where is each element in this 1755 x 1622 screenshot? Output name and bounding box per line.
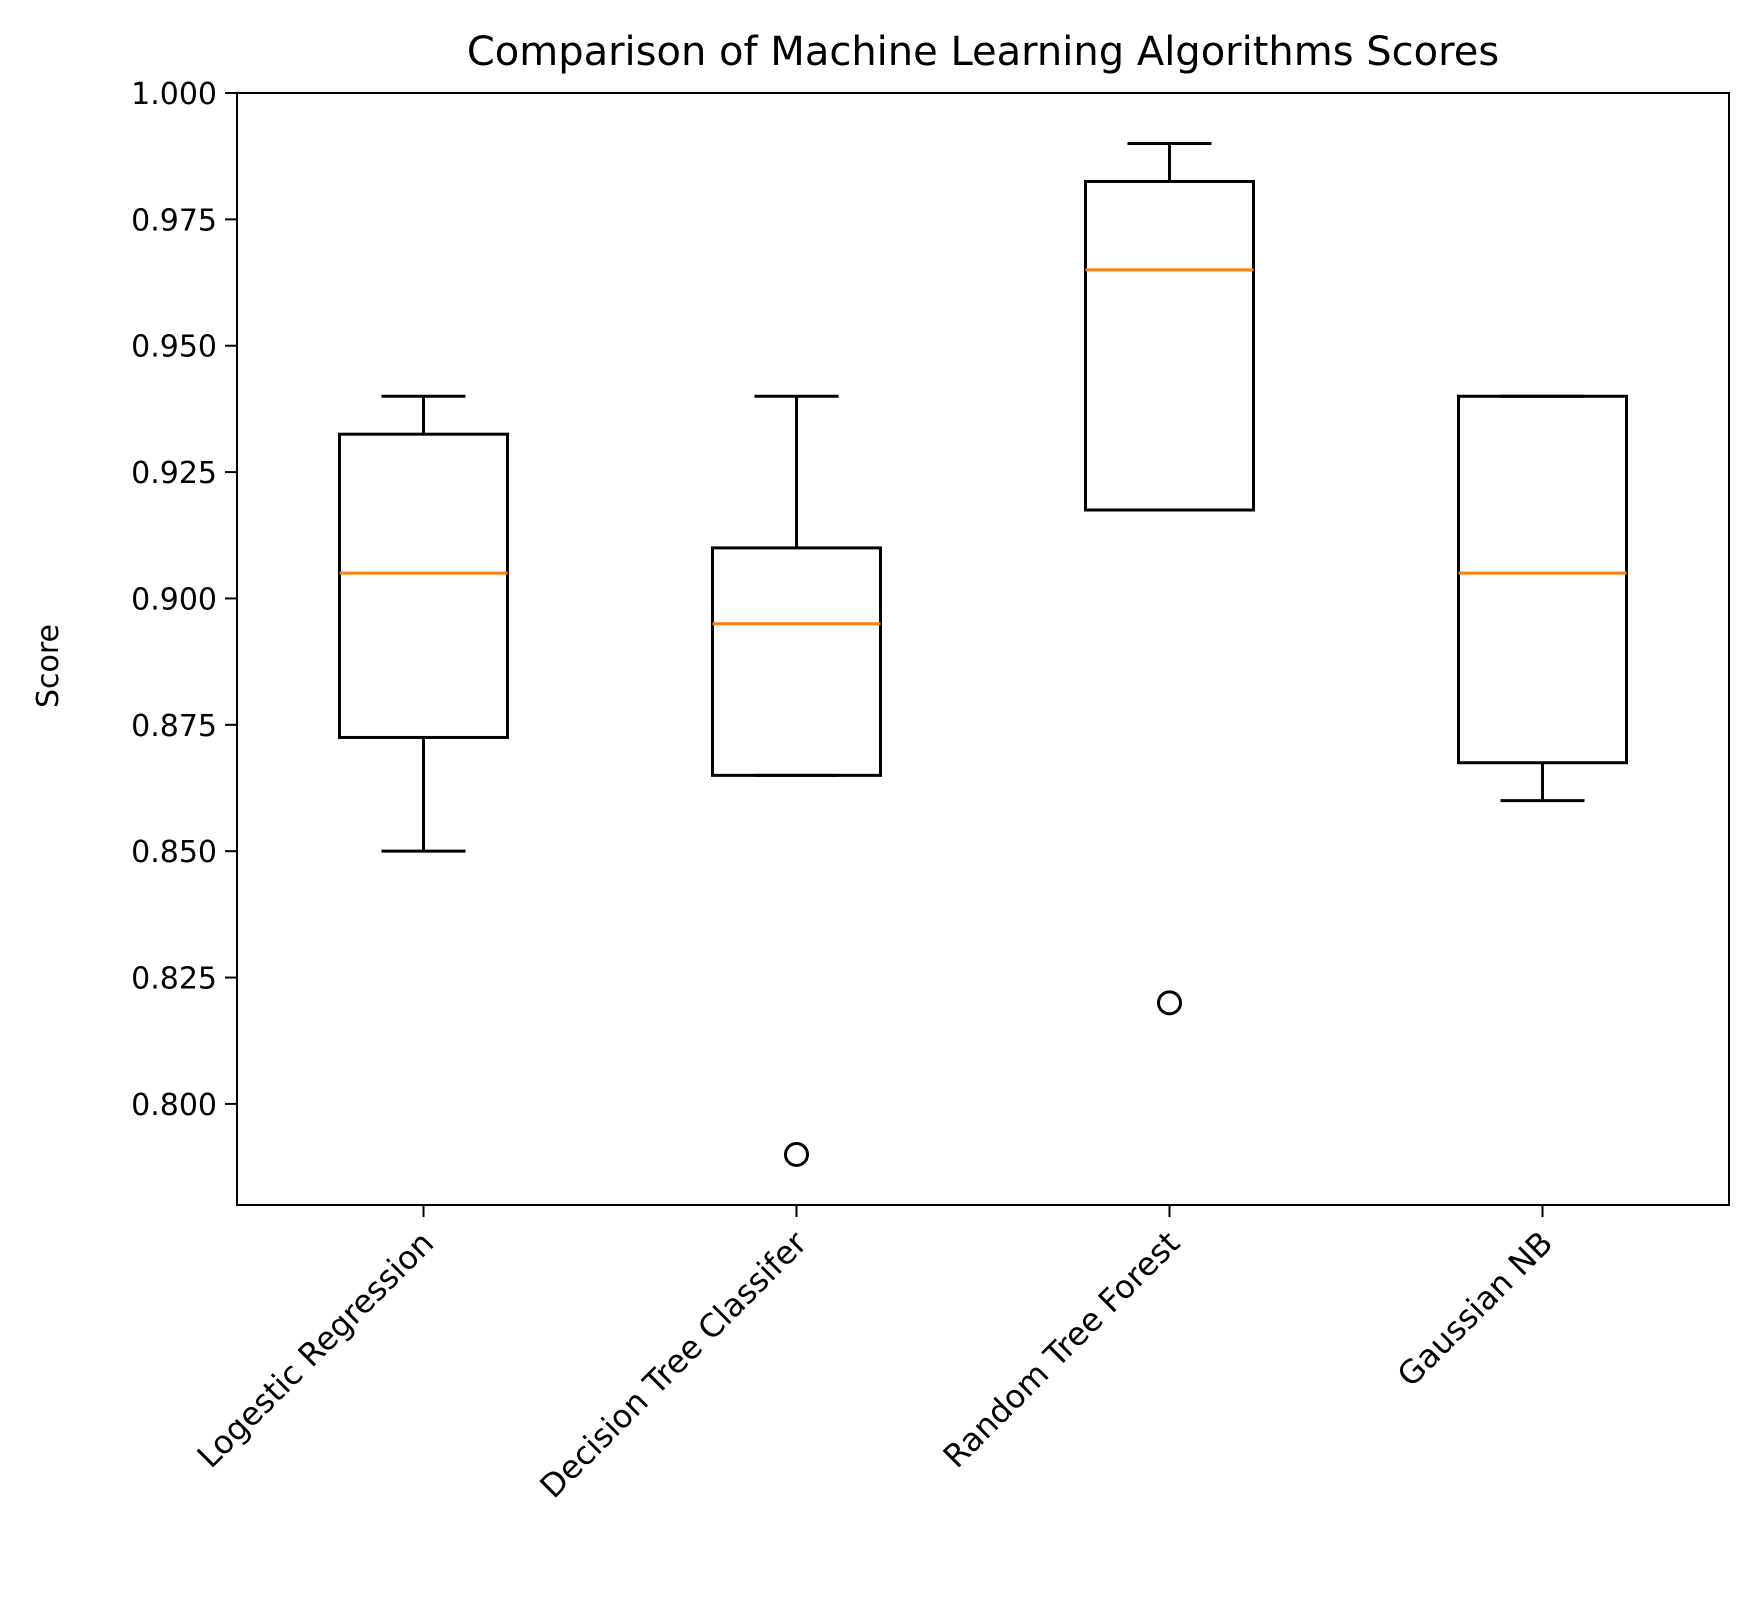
y-tick-label: 1.000 bbox=[131, 77, 217, 112]
box-group-3 bbox=[1084, 142, 1255, 1016]
outlier-point bbox=[784, 1141, 809, 1167]
plot-frame bbox=[236, 92, 1730, 1206]
y-tick-label: 0.825 bbox=[131, 962, 217, 997]
x-tick-label: Logestic Regression bbox=[190, 1224, 442, 1476]
box-iqr bbox=[338, 432, 509, 739]
box-group-2 bbox=[711, 394, 882, 1167]
y-tick-label: 0.800 bbox=[131, 1088, 217, 1123]
x-tick-label: Random Tree Forest bbox=[936, 1224, 1188, 1476]
box-iqr bbox=[1457, 394, 1628, 765]
axes: 0.800 0.825 0.850 0.875 0.900 0.925 0.950 0.975… bbox=[131, 77, 1560, 1506]
x-tick-label: Gaussian NB bbox=[1390, 1224, 1560, 1394]
plot-area bbox=[338, 142, 1628, 1167]
y-tick-label: 0.975 bbox=[131, 203, 217, 238]
y-tick-label: 0.850 bbox=[131, 835, 217, 870]
chart-title: Comparison of Machine Learning Algorithm… bbox=[467, 29, 1499, 75]
box-group-4 bbox=[1457, 394, 1628, 803]
x-tick-label: Decision Tree Classifer bbox=[532, 1223, 814, 1505]
y-axis-label: Score bbox=[31, 624, 66, 708]
y-tick-label: 0.875 bbox=[131, 709, 217, 744]
y-tick-label: 0.950 bbox=[131, 330, 217, 365]
y-tick-label: 0.900 bbox=[131, 582, 217, 617]
box-iqr bbox=[1084, 179, 1255, 512]
outlier-point bbox=[1157, 990, 1182, 1016]
y-tick-label: 0.925 bbox=[131, 456, 217, 491]
box-group-1 bbox=[338, 394, 509, 853]
box-iqr bbox=[711, 546, 882, 777]
